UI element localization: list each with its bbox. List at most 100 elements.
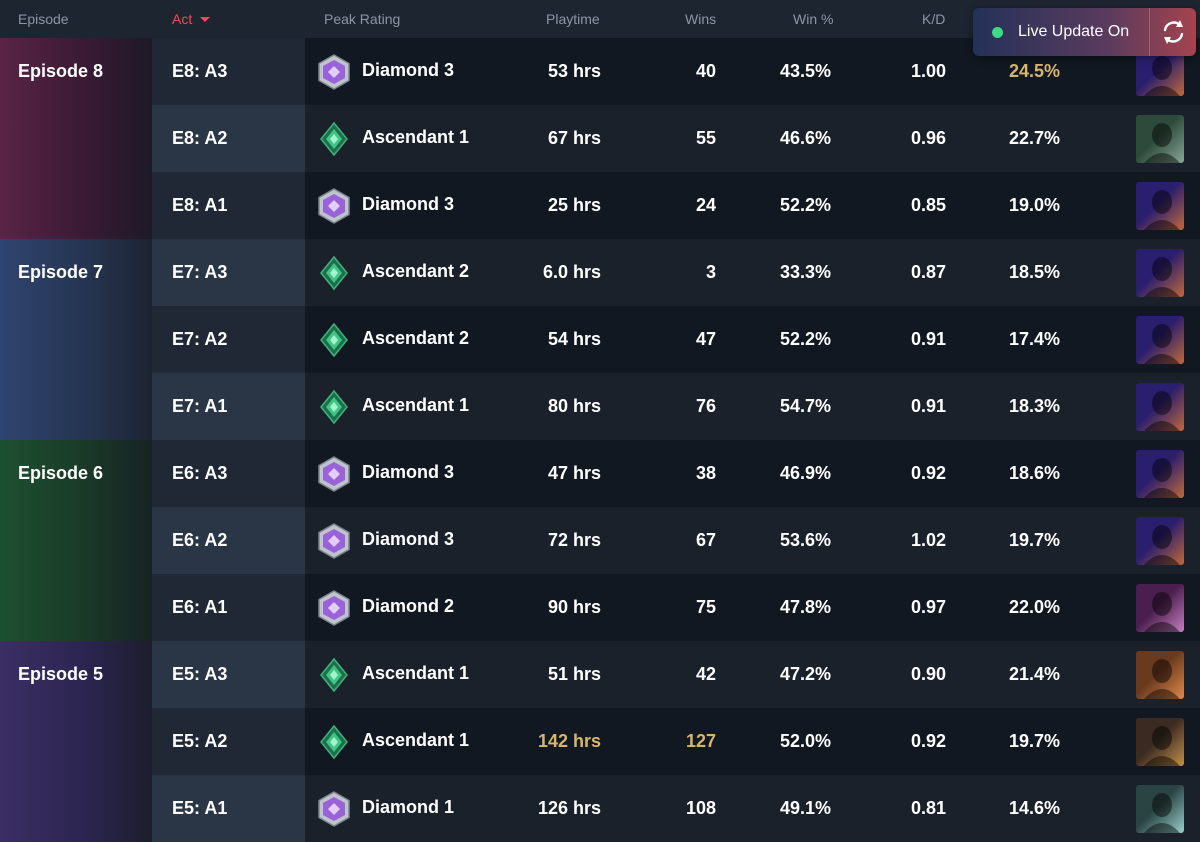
table-row[interactable]: E7: A2 Ascendant 2 54 hrs 47 52.2% 0.91 17.4% [0,306,1200,373]
win-pct-value: 47.8% [779,597,831,617]
kd-value: 0.85 [910,195,946,215]
act-label: E5: A2 [172,731,228,751]
wins-value: 42 [695,664,716,684]
wins-value: 108 [685,798,716,818]
agent-silhouette-icon [1144,324,1180,364]
table-row[interactable]: E8: A2 Ascendant 1 67 hrs 55 46.6% 0.96 22.7% [0,105,1200,172]
act-cell: E5: A3 [152,641,305,708]
diamond-rank-icon [318,54,350,90]
act-cell: E8: A2 [152,105,305,172]
ascendant-rank-icon [320,724,348,760]
agent-silhouette-icon [1144,190,1180,230]
peak-rating: Ascendant 1 [362,127,470,147]
agent-neon-portrait [1136,249,1184,297]
column-header-act[interactable]: Act [172,0,211,38]
episode-label: Episode 8 [18,61,104,81]
episode-cell [0,775,152,842]
headshot-pct-value: 22.0% [1008,597,1060,617]
table-row[interactable]: Episode 6 E6: A3 Diamond 3 47 hrs 38 46.9% 0.9… [0,440,1200,507]
headshot-pct-value: 18.5% [1008,262,1060,282]
column-header-win-pct[interactable]: Win % [793,11,834,27]
kd-value: 1.00 [910,61,946,81]
episode-label: Episode 5 [18,664,104,684]
live-update-label: Live Update On [1018,23,1130,40]
episode-cell [0,105,152,172]
playtime-value: 54 hrs [547,329,601,349]
peak-rating: Ascendant 1 [362,395,470,415]
kd-value: 1.02 [910,530,946,550]
diamond-rank-icon [318,188,350,224]
act-cell: E5: A1 [152,775,305,842]
act-label: E6: A2 [172,530,228,550]
agent-silhouette-icon [1144,525,1180,565]
act-cell: E6: A2 [152,507,305,574]
diamond-rank-icon [318,456,350,492]
act-label: E6: A3 [172,463,228,483]
episode-cell [0,708,152,775]
ascendant-rank-icon [320,389,348,425]
headshot-pct-value: 19.0% [1008,195,1060,215]
agent-neon-portrait [1136,517,1184,565]
episode-cell [0,172,152,239]
table-row[interactable]: E5: A2 Ascendant 1 142 hrs 127 52.0% 0.92 19.7… [0,708,1200,775]
agent-neon-portrait [1136,450,1184,498]
table-row[interactable]: E7: A1 Ascendant 1 80 hrs 76 54.7% 0.91 18.3% [0,373,1200,440]
agent-silhouette-icon [1144,257,1180,297]
kd-value: 0.91 [910,396,946,416]
peak-rating: Diamond 3 [362,60,455,80]
playtime-value: 80 hrs [547,396,601,416]
act-label: E8: A3 [172,61,228,81]
column-header-peak-rating[interactable]: Peak Rating [324,11,401,27]
episode-cell: Episode 6 [0,440,152,507]
table-row[interactable]: Episode 8 E8: A3 Diamond 3 53 hrs 40 43.5% 1.0… [0,38,1200,105]
episode-cell: Episode 7 [0,239,152,306]
peak-rating: Ascendant 1 [362,663,470,683]
live-update-toggle[interactable]: Live Update On [973,8,1196,56]
playtime-value: 53 hrs [547,61,601,81]
playtime-value: 47 hrs [547,463,601,483]
win-pct-value: 52.2% [779,195,831,215]
agent-silhouette-icon [1144,458,1180,498]
win-pct-value: 46.9% [779,463,831,483]
win-pct-value: 46.6% [779,128,831,148]
playtime-value: 6.0 hrs [542,262,601,282]
column-header-act-label: Act [172,11,193,27]
table-row[interactable]: E8: A1 Diamond 3 25 hrs 24 52.2% 0.85 19.0% [0,172,1200,239]
act-label: E5: A1 [172,798,228,818]
table-row[interactable]: E6: A2 Diamond 3 72 hrs 67 53.6% 1.02 19.7% [0,507,1200,574]
table-row[interactable]: E5: A1 Diamond 1 126 hrs 108 49.1% 0.81 14.6% [0,775,1200,842]
kd-value: 0.87 [910,262,946,282]
act-cell: E6: A1 [152,574,305,641]
act-cell: E8: A1 [152,172,305,239]
episode-cell [0,507,152,574]
column-header-kd[interactable]: K/D [922,11,946,27]
act-cell: E7: A3 [152,239,305,306]
agent-neon-portrait [1136,182,1184,230]
kd-value: 0.81 [910,798,946,818]
kd-value: 0.97 [910,597,946,617]
agent-sage-portrait [1136,785,1184,833]
playtime-value: 25 hrs [547,195,601,215]
playtime-value: 142 hrs [537,731,601,751]
playtime-value: 67 hrs [547,128,601,148]
agent-neon-portrait [1136,48,1184,96]
peak-rating: Diamond 3 [362,529,455,549]
agent-neon-portrait [1136,383,1184,431]
kd-value: 0.92 [910,463,946,483]
episode-cell [0,574,152,641]
peak-rating: Ascendant 2 [362,328,470,348]
headshot-pct-value: 19.7% [1008,530,1060,550]
table-row[interactable]: Episode 5 E5: A3 Ascendant 1 51 hrs 42 47.2% 0… [0,641,1200,708]
episode-cell: Episode 8 [0,38,152,105]
win-pct-value: 33.3% [779,262,831,282]
column-header-episode[interactable]: Episode [18,11,69,27]
table-row[interactable]: Episode 7 E7: A3 Ascendant 2 6.0 hrs 3 33.3% 0… [0,239,1200,306]
refresh-button[interactable] [1149,8,1197,56]
peak-rating: Diamond 3 [362,194,455,214]
agent-reyna-portrait [1136,584,1184,632]
headshot-pct-value: 18.3% [1008,396,1060,416]
column-header-wins[interactable]: Wins [685,11,717,27]
table-row[interactable]: E6: A1 Diamond 2 90 hrs 75 47.8% 0.97 22.0% [0,574,1200,641]
headshot-pct-value: 24.5% [1008,61,1060,81]
column-header-playtime[interactable]: Playtime [546,11,600,27]
